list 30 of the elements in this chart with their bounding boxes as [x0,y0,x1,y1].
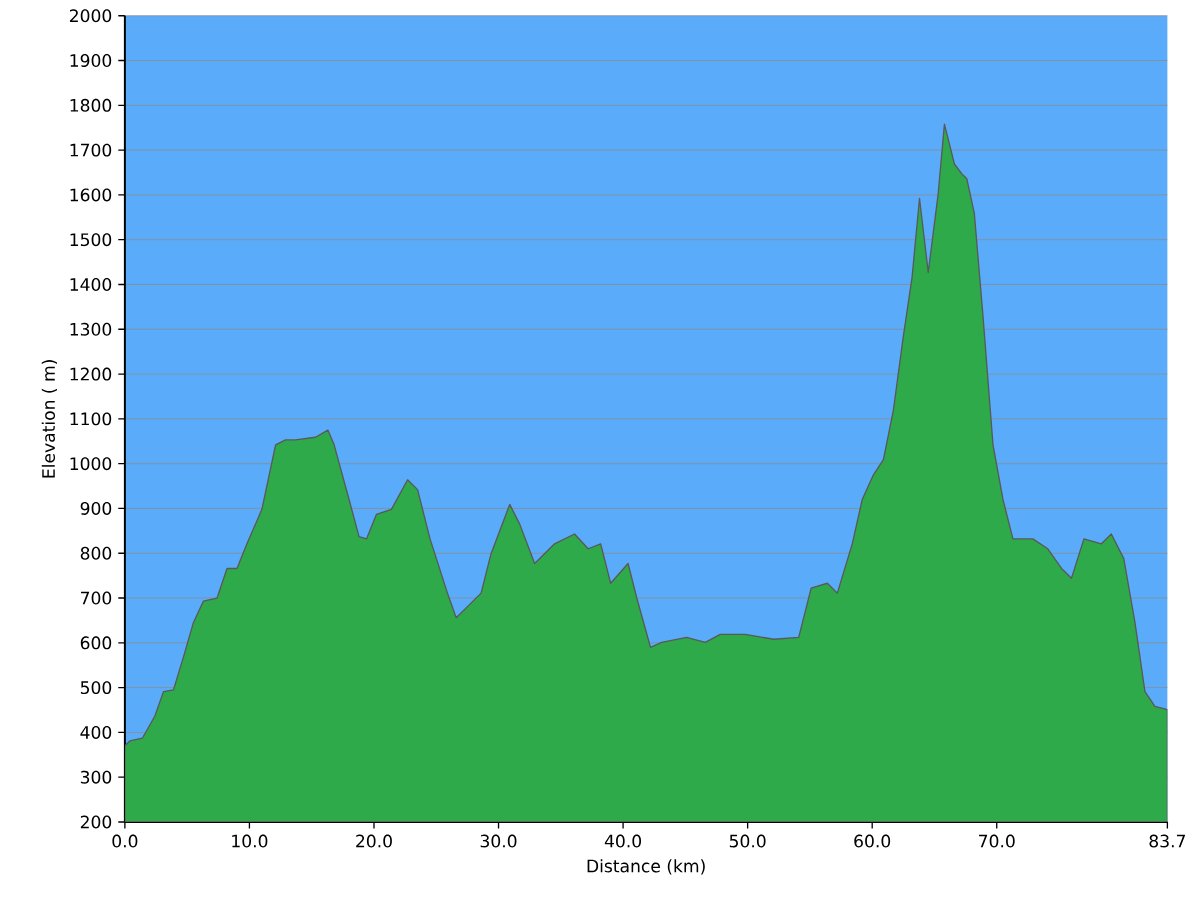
x-tick-label: 40.0 [604,834,642,848]
y-tick-label: 200 [80,815,112,829]
y-tick-label: 1600 [70,188,112,202]
y-tick-label: 900 [80,501,112,515]
y-tick-label: 1300 [70,322,112,336]
x-tick-label: 0.0 [112,834,138,848]
y-tick-label: 1100 [70,412,112,426]
y-tick-label: 500 [80,681,112,695]
x-tick-label: 10.0 [232,834,268,848]
y-tick-label: 400 [80,725,112,739]
y-tick-label: 1000 [70,457,112,471]
x-tick-label: 50.0 [729,834,766,848]
x-tick-label: 70.0 [979,834,1015,848]
y-tick-label: 800 [80,546,112,560]
x-tick-label: 60.0 [854,834,891,848]
y-axis-title: Elevation ( m) [41,360,58,478]
y-tick-label: 1500 [70,233,112,247]
y-tick-label: 600 [80,636,112,650]
x-axis-title: Distance (km) [587,859,705,875]
y-tick-label: 300 [80,770,112,784]
x-tick-label: 83.7 [1149,834,1185,848]
y-tick-label: 1900 [70,54,112,68]
y-tick-label: 1700 [70,143,112,157]
x-tick-label: 20.0 [356,834,392,848]
y-tick-label: 1800 [70,98,112,112]
y-tick-label: 1200 [70,367,112,381]
x-tick-label: 30.0 [480,834,517,848]
y-tick-label: 2000 [69,9,112,23]
y-tick-label: 1400 [70,278,112,291]
y-tick-label: 700 [81,591,112,605]
